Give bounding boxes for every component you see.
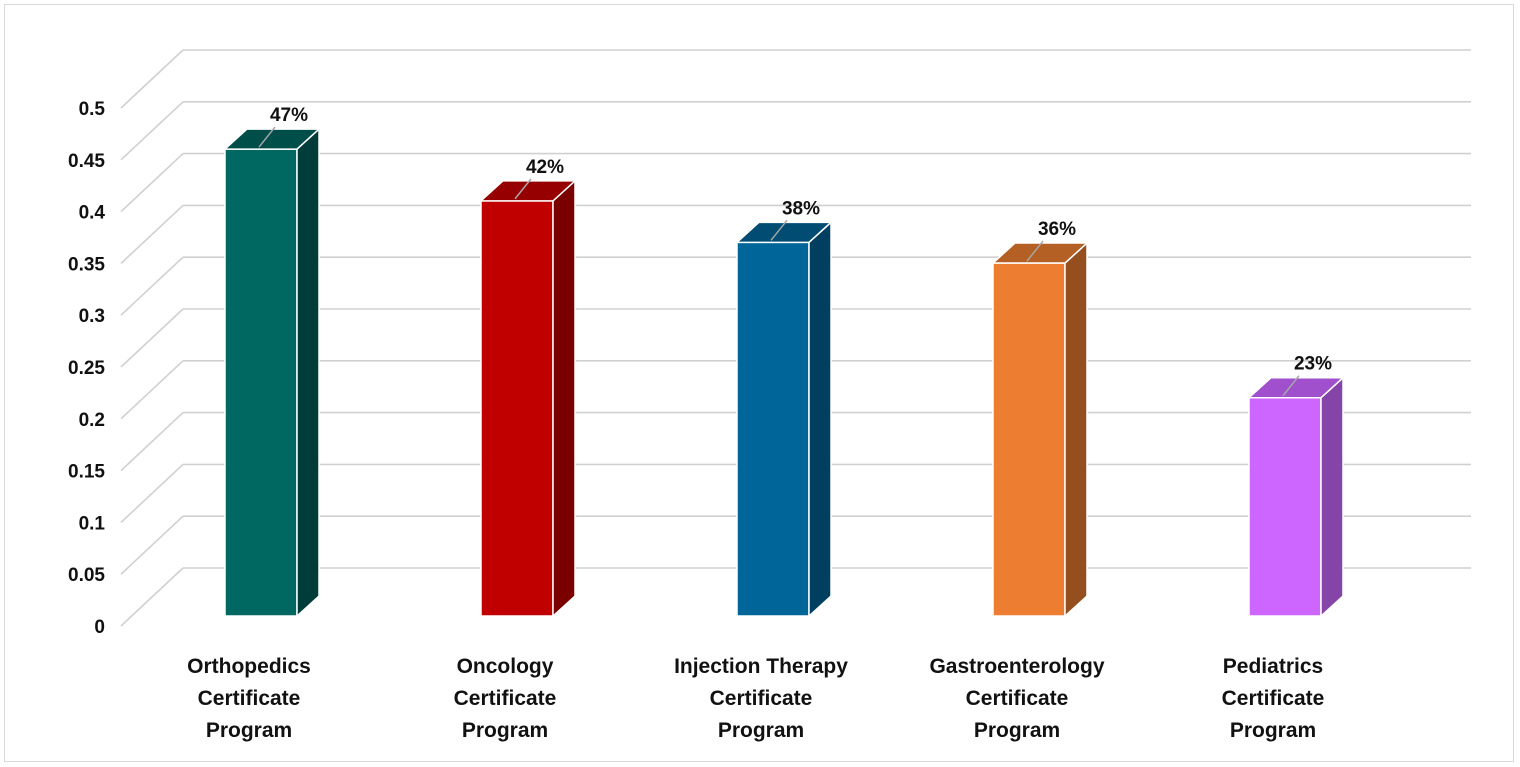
bar-top <box>1247 376 1345 399</box>
data-label-leader <box>1282 375 1300 397</box>
bar-side <box>296 127 320 618</box>
y-tick-label: 0.3 <box>79 306 105 327</box>
y-tick-label: 0.4 <box>79 203 106 224</box>
x-category-label: Certificate <box>454 687 557 710</box>
x-category-label: Gastroenterology <box>929 655 1104 678</box>
x-category-label: Program <box>206 719 292 742</box>
bar-front <box>736 241 810 617</box>
bar-top <box>991 242 1089 264</box>
x-category-label: Program <box>974 719 1060 742</box>
data-label: 47% <box>270 105 308 126</box>
bar-front <box>224 148 298 617</box>
gridline-diagonal <box>120 463 184 523</box>
y-tick-label: 0.5 <box>79 99 106 120</box>
bar-top <box>479 180 577 202</box>
gridline-diagonal <box>120 412 184 472</box>
x-category-label: Orthopedics <box>187 655 311 678</box>
y-tick-label: 0.15 <box>68 462 105 483</box>
y-tick-label: 0.05 <box>68 565 105 586</box>
y-tick-label: 0.45 <box>68 151 105 172</box>
y-tick-label: 0.25 <box>68 358 105 379</box>
x-category-label: Oncology <box>457 655 554 678</box>
gridline-diagonal <box>120 308 184 368</box>
gridline-diagonal <box>120 204 184 264</box>
data-label-leader <box>1026 240 1044 262</box>
data-label: 36% <box>1038 219 1076 240</box>
y-tick-label: 0 <box>94 617 105 638</box>
x-category-label: Program <box>1230 719 1316 742</box>
x-category-label: Injection Therapy <box>674 655 848 678</box>
bar-side <box>808 220 832 618</box>
gridline-diagonal <box>120 515 184 575</box>
bar-front <box>1248 396 1322 617</box>
x-category-label: Program <box>718 719 804 742</box>
x-category-label: Certificate <box>198 687 301 710</box>
data-label-leader <box>514 178 532 200</box>
x-category-label: Certificate <box>966 687 1069 710</box>
data-label-leader <box>258 126 276 148</box>
y-tick-label: 0.2 <box>79 410 105 431</box>
gridline-diagonal <box>120 256 184 316</box>
gridline-diagonal <box>120 567 184 627</box>
bar-top <box>735 221 833 244</box>
gridline-diagonal <box>120 153 184 213</box>
bar-front <box>480 200 554 617</box>
data-label-leader <box>770 219 788 241</box>
data-label: 38% <box>782 198 820 219</box>
bar-side <box>1320 376 1344 618</box>
bar-side <box>1064 241 1088 618</box>
bar-top <box>223 128 321 150</box>
gridline-diagonal <box>120 49 184 109</box>
y-tick-label: 0.35 <box>68 254 105 275</box>
x-category-label: Certificate <box>1222 687 1325 710</box>
gridline-diagonal <box>120 101 184 161</box>
bar-front <box>992 262 1066 617</box>
gridline-diagonal <box>120 360 184 420</box>
data-label: 23% <box>1294 354 1332 375</box>
x-category-label: Certificate <box>710 687 813 710</box>
x-category-label: Program <box>462 719 548 742</box>
chart-frame: 0 0.05 0.1 0.15 0.2 0.25 0.3 0.35 0.4 0.45 0.5 47% O… <box>4 4 1514 762</box>
bar-side <box>552 179 576 618</box>
bar-chart-3d: 0 0.05 0.1 0.15 0.2 0.25 0.3 0.35 0.4 0.45 0.5 47% O… <box>68 49 1471 742</box>
y-tick-label: 0.1 <box>79 513 106 534</box>
data-label: 42% <box>526 157 564 178</box>
x-category-label: Pediatrics <box>1223 655 1323 678</box>
